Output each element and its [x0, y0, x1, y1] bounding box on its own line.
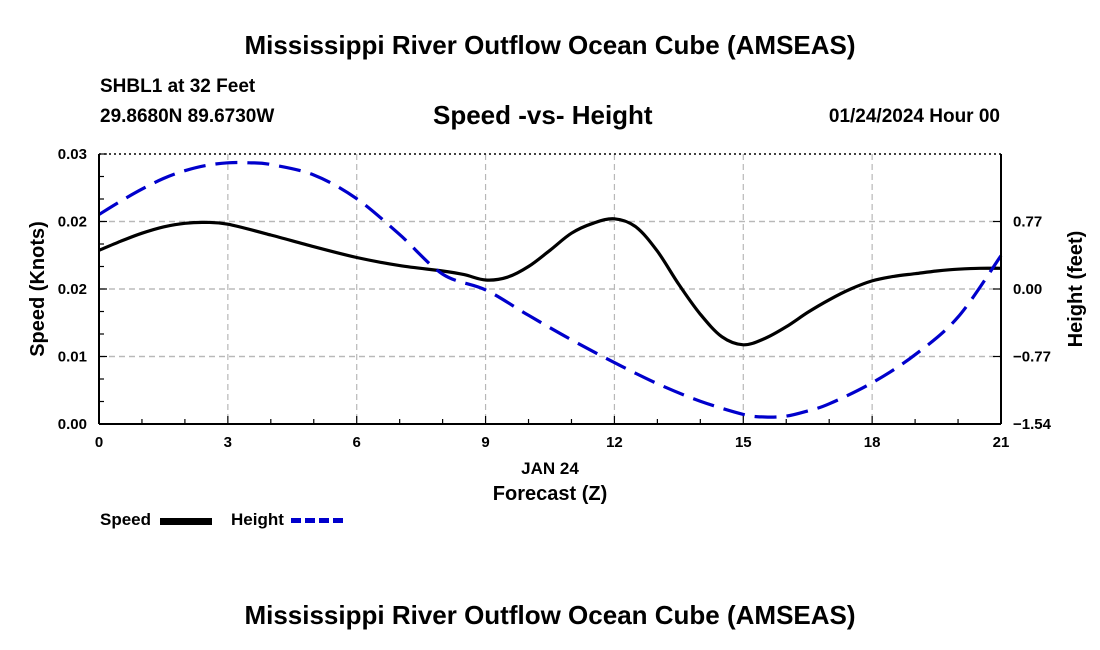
y-left-tick-label: 0.01 [58, 349, 87, 366]
y-left-tick-label: 0.02 [58, 281, 87, 298]
y-right-tick-label: 0.00 [1013, 281, 1042, 298]
forecast-datetime: 01/24/2024 Hour 00 [828, 106, 1000, 127]
x-axis-label: Forecast (Z) [493, 483, 607, 505]
footer-title: Mississippi River Outflow Ocean Cube (AM… [244, 600, 856, 630]
legend-height-swatch [291, 518, 343, 523]
y-left-tick-label: 0.00 [58, 416, 87, 433]
x-tick-label: 15 [735, 434, 752, 451]
station-coordinates: 29.8680N 89.6730W [100, 106, 275, 127]
x-tick-label: 3 [224, 434, 232, 451]
y-right-tick-label: −0.77 [1013, 349, 1051, 366]
y-left-tick-label: 0.02 [58, 214, 87, 231]
series-line-height [98, 160, 1003, 419]
x-tick-label: 6 [353, 434, 361, 451]
legend-speed-swatch [160, 518, 212, 525]
y-right-tick-label: −1.54 [1013, 416, 1052, 433]
x-tick-label: 12 [606, 434, 623, 451]
x-tick-label: 21 [993, 434, 1010, 451]
legend-speed-label: Speed [100, 510, 152, 529]
station-name: SHBL1 at 32 Feet [100, 76, 256, 97]
series-layer [98, 160, 1003, 419]
axes: 0 3 6 9 12 15 18 21 0.00 0.01 0.02 0.02 0.03 −1.54 −0.… [27, 146, 1087, 505]
x-tick-label: 9 [481, 434, 489, 451]
x-tick-label: 18 [864, 434, 881, 451]
x-date-label: JAN 24 [521, 459, 579, 478]
series-line-speed [98, 217, 1002, 347]
y-left-tick-label: 0.03 [58, 146, 87, 163]
grid [99, 154, 1001, 424]
y-right-tick-label: 0.77 [1013, 214, 1042, 231]
legend-height-label: Height [231, 510, 284, 529]
chart-subtitle: Speed -vs- Height [433, 100, 653, 130]
chart-title: Mississippi River Outflow Ocean Cube (AM… [244, 30, 856, 60]
y-right-axis-label: Height (feet) [1065, 231, 1087, 348]
x-tick-label: 0 [95, 434, 103, 451]
y-left-axis-label: Speed (Knots) [27, 221, 49, 357]
